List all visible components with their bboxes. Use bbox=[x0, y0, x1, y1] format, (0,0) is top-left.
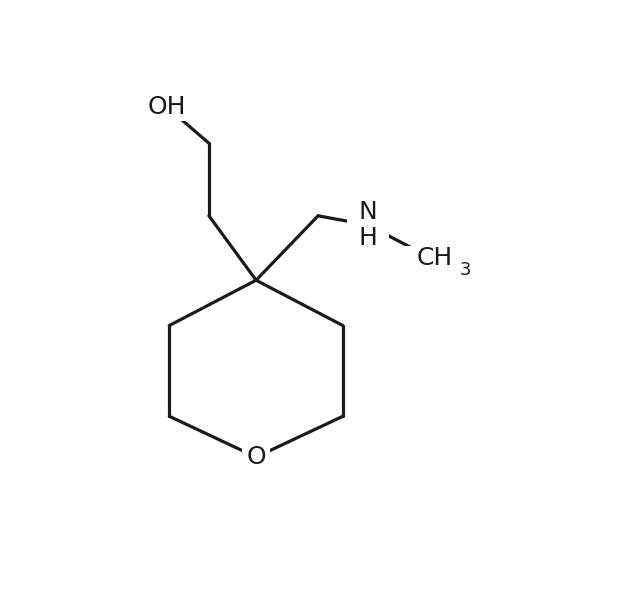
Text: O: O bbox=[246, 445, 266, 469]
Text: CH: CH bbox=[417, 246, 452, 270]
Text: N: N bbox=[358, 200, 377, 224]
FancyBboxPatch shape bbox=[404, 246, 470, 276]
Text: H: H bbox=[358, 227, 377, 250]
Text: OH: OH bbox=[148, 95, 186, 119]
FancyBboxPatch shape bbox=[347, 200, 388, 250]
FancyBboxPatch shape bbox=[242, 444, 271, 470]
Text: 3: 3 bbox=[460, 262, 472, 279]
FancyBboxPatch shape bbox=[142, 93, 191, 121]
